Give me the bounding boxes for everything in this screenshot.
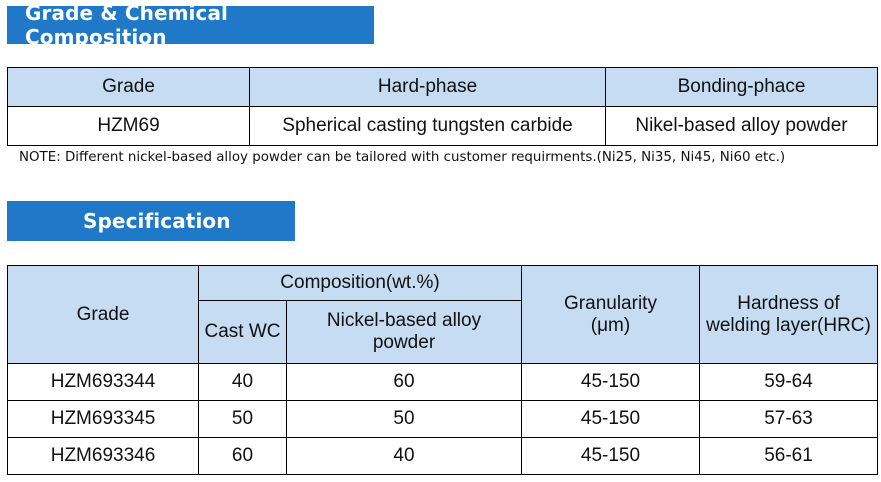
header-bonding-phase: Bonding-phace — [605, 67, 878, 107]
table-row: HZM69 Spherical casting tungsten carbide… — [7, 106, 878, 146]
cell-nickel: 60 — [286, 363, 522, 401]
header-composition: Composition(wt.%) — [198, 265, 522, 301]
header-grade: Grade — [7, 67, 250, 107]
cell-granularity: 45-150 — [521, 400, 700, 438]
table-row: HZM693345 50 50 45-150 57-63 — [7, 400, 878, 438]
header-hardness-line1: Hardness of — [737, 292, 840, 314]
header-granularity-line1: Granularity — [564, 292, 657, 314]
cell-hardness: 57-63 — [699, 400, 878, 438]
cell-hardness: 56-61 — [699, 437, 878, 475]
header-granularity: Granularity (μm) — [521, 265, 700, 364]
cell-grade: HZM693346 — [7, 437, 199, 475]
specification-banner: Specification — [7, 201, 295, 241]
table-subheader-row: Cast WC Nickel-based alloy powder — [8, 300, 878, 364]
table-row: HZM693344 40 60 45-150 59-64 — [7, 363, 878, 401]
banner-title: Grade & Chemical Composition — [25, 1, 229, 49]
cell-grade: HZM69 — [7, 106, 250, 146]
header-hard-phase: Hard-phase — [249, 67, 606, 107]
header-hardness: Hardness of welding layer(HRC) — [699, 265, 878, 364]
cell-bonding-phase: Nikel-based alloy powder — [605, 106, 878, 146]
cell-hard-phase: Spherical casting tungsten carbide — [249, 106, 606, 146]
table-row: HZM693346 60 40 45-150 56-61 — [7, 437, 878, 475]
banner-title: Specification — [83, 209, 231, 233]
cell-nickel: 40 — [286, 437, 522, 475]
header-nickel-line2: powder — [372, 332, 436, 353]
cell-granularity: 45-150 — [521, 363, 700, 401]
header-nickel-based-alloy: Nickel-based alloy powder — [286, 300, 522, 364]
table-header-row: Grade Hard-phase Bonding-phace — [7, 67, 878, 107]
grade-composition-table: Grade Hard-phase Bonding-phace HZM69 Sph… — [7, 67, 878, 146]
cell-nickel: 50 — [286, 400, 522, 438]
cell-grade: HZM693345 — [7, 400, 199, 438]
cell-cast-wc: 60 — [198, 437, 287, 475]
table-header-row: Grade Composition(wt.%) Granularity (μm)… — [7, 265, 878, 364]
header-cast-wc: Cast WC — [198, 300, 287, 364]
header-granularity-line2: (μm) — [590, 314, 631, 336]
header-nickel-line1: Nickel-based alloy — [326, 310, 482, 331]
note-text: NOTE: Different nickel-based alloy powde… — [19, 150, 786, 165]
cell-granularity: 45-150 — [521, 437, 700, 475]
grade-chemical-composition-banner: Grade & Chemical Composition — [7, 1, 374, 49]
header-hardness-line2: welding layer(HRC) — [706, 314, 871, 336]
cell-cast-wc: 50 — [198, 400, 287, 438]
cell-grade: HZM693344 — [7, 363, 199, 401]
cell-cast-wc: 40 — [198, 363, 287, 401]
cell-hardness: 59-64 — [699, 363, 878, 401]
specification-table: Grade Composition(wt.%) Granularity (μm)… — [7, 265, 878, 475]
header-grade: Grade — [7, 265, 199, 364]
